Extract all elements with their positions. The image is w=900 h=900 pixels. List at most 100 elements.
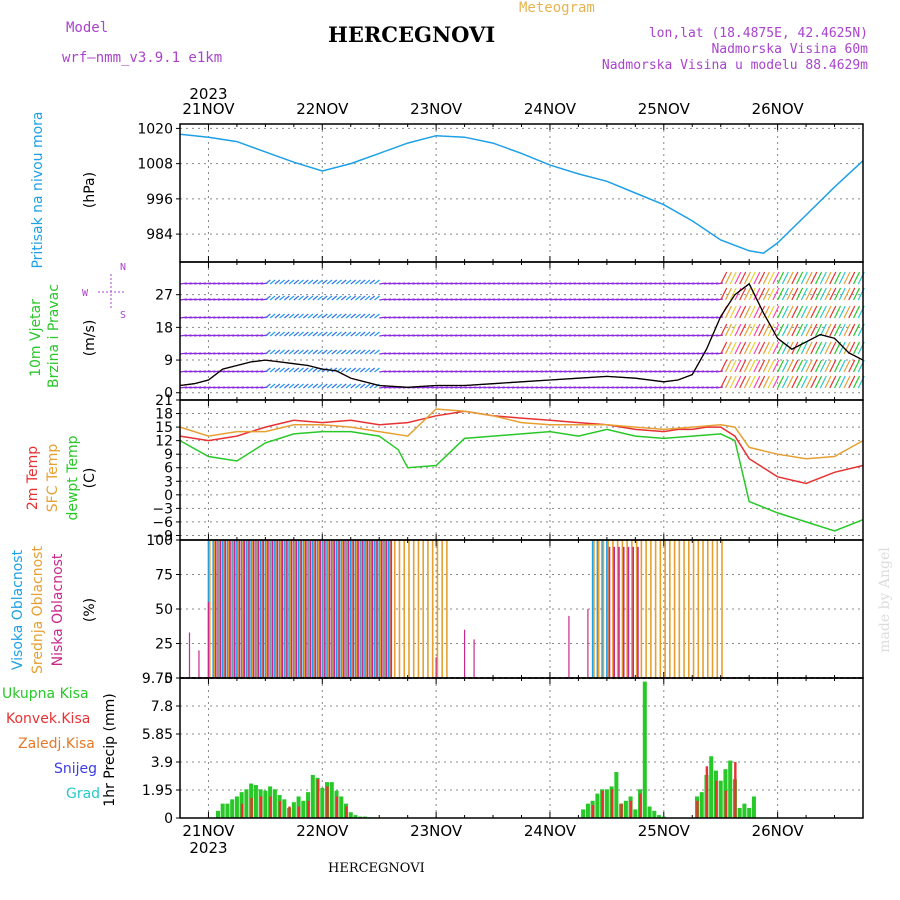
precip-legend-graupel: Grad — [66, 786, 101, 802]
wind-arrow — [644, 352, 652, 355]
wind-arrow — [625, 386, 633, 389]
wind-arrow — [549, 282, 558, 285]
wind-arrow — [407, 298, 415, 301]
wind-arrow — [630, 316, 638, 319]
y-tick-label: 9.75 — [142, 671, 173, 687]
wind-arrow — [810, 375, 818, 389]
wind-arrow — [621, 298, 629, 301]
compass-s: S — [120, 310, 127, 321]
wind-arrow — [265, 349, 271, 355]
wind-arrow — [521, 282, 529, 285]
wind-arrow — [464, 386, 472, 389]
wind-arrow — [317, 279, 323, 285]
wind-arrow — [838, 341, 846, 355]
wind-arrow — [753, 341, 761, 355]
wind-arrow — [743, 287, 751, 301]
precip-total-bar — [329, 782, 334, 818]
wind-arrow — [502, 386, 510, 389]
wind-arrow — [621, 370, 629, 373]
wind-arrow — [483, 334, 491, 337]
wind-arrow — [767, 341, 775, 355]
wind-arrow — [208, 352, 216, 355]
wind-arrow — [440, 316, 448, 319]
wind-arrow — [483, 370, 491, 373]
wind-arrow — [208, 298, 216, 301]
wind-arrow — [583, 316, 591, 319]
wind-arrow — [492, 298, 501, 301]
wind-arrow — [326, 331, 333, 337]
wind-arrow — [743, 323, 751, 337]
y-tick-label: −9 — [152, 528, 173, 544]
panel-frame — [179, 677, 864, 819]
wind-arrow — [279, 367, 285, 373]
wind-arrow — [198, 316, 207, 319]
wind-arrow — [179, 334, 188, 337]
wind-arrow — [265, 295, 271, 301]
wind-arrow — [649, 386, 657, 389]
wind-arrow — [578, 370, 586, 373]
wind-arrow — [838, 271, 846, 285]
wind-arrow — [455, 370, 463, 373]
wind-arrow — [459, 282, 467, 285]
wind-arrow — [213, 334, 221, 337]
wind-arrow — [687, 282, 695, 285]
wind-arrow — [791, 287, 799, 301]
wind-arrow — [393, 352, 401, 355]
wind-arrow — [307, 295, 314, 301]
wind-arrow — [848, 341, 856, 355]
wind-arrow — [307, 383, 314, 389]
wind-arrow — [573, 370, 581, 373]
wind-arrow — [762, 271, 770, 285]
wind-arrow — [407, 334, 415, 337]
wind-arrow — [217, 316, 226, 319]
wind-arrow — [455, 334, 463, 337]
wind-arrow — [307, 331, 314, 337]
wind-arrow — [715, 352, 724, 355]
wind-arrow — [663, 370, 671, 373]
precip-total-bar — [642, 681, 647, 818]
wind-arrow — [824, 287, 832, 301]
wind-arrow — [312, 313, 319, 319]
wind-arrow — [602, 282, 610, 285]
x-day-label-top: 25NOV — [638, 100, 691, 118]
wind-arrow — [407, 316, 415, 319]
wind-arrow — [203, 282, 211, 285]
wind-arrow — [473, 370, 482, 373]
wind-arrow — [777, 323, 785, 337]
wind-arrow — [587, 298, 595, 301]
wind-arrow — [412, 282, 420, 285]
precip-total-bar — [623, 800, 628, 818]
wind-arrow — [568, 298, 577, 301]
wind-arrow — [796, 323, 804, 337]
wind-arrow — [549, 386, 558, 389]
wind-arrow — [654, 282, 662, 285]
y-tick-label: 1.95 — [142, 783, 173, 799]
precip-convective-bar — [696, 800, 699, 818]
wind-arrow — [559, 298, 567, 301]
wind-arrow — [621, 386, 629, 389]
wind-arrow — [350, 331, 357, 337]
wind-arrow — [345, 313, 352, 319]
wind-arrow — [436, 352, 444, 355]
wind-arrow — [564, 370, 572, 373]
wind-arrow — [288, 295, 295, 301]
wind-arrow — [246, 334, 254, 337]
wind-arrow — [355, 383, 361, 389]
wind-arrow — [502, 282, 510, 285]
wind-arrow — [469, 334, 477, 337]
wind-arrow — [516, 298, 524, 301]
precip-total-bar — [709, 756, 714, 818]
wind-arrow — [246, 352, 254, 355]
wind-arrow — [758, 287, 766, 301]
wind-arrow — [824, 359, 832, 373]
wind-arrow — [179, 282, 188, 285]
wind-arrow — [445, 298, 453, 301]
model-name: wrf—nmm_v3.9.1 e1km — [62, 50, 223, 66]
y-tick-label: 996 — [146, 192, 173, 208]
wind-arrow — [473, 316, 482, 319]
wind-arrow — [668, 282, 676, 285]
wind-arrow — [478, 352, 486, 355]
wind-arrow — [687, 298, 695, 301]
wind-arrow — [345, 349, 352, 355]
wind-arrow — [748, 305, 756, 319]
